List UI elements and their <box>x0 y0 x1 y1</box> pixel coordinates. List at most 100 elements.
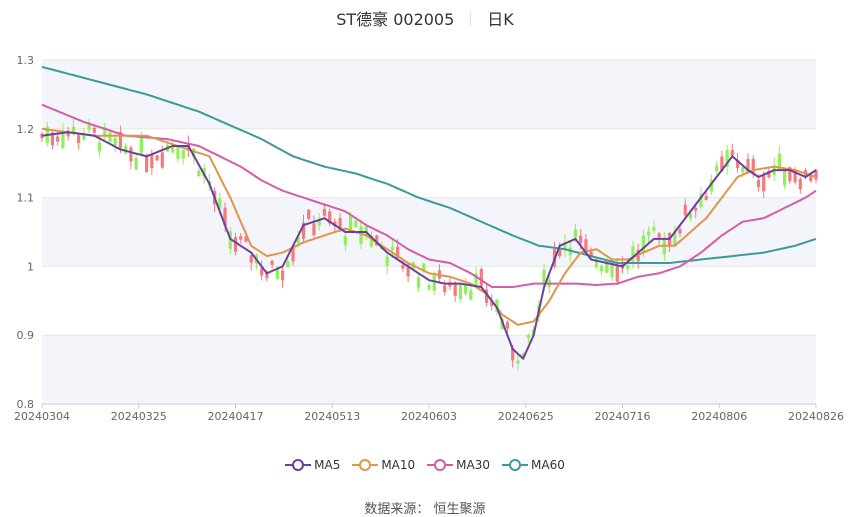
candle <box>516 360 520 364</box>
candle <box>197 170 201 177</box>
candle <box>275 268 279 280</box>
legend: MA5 MA10 MA30 MA60 <box>0 458 850 472</box>
candle <box>228 231 232 249</box>
candle <box>542 269 546 286</box>
candle <box>322 208 327 216</box>
candle <box>155 155 159 161</box>
legend-ma5[interactable]: MA5 <box>285 458 340 472</box>
candle <box>704 196 708 201</box>
x-tick-label: 20240603 <box>401 410 457 423</box>
candle <box>118 131 123 148</box>
candle <box>82 135 86 140</box>
candle <box>296 236 300 244</box>
candle <box>688 213 693 218</box>
candle <box>171 145 175 153</box>
candle <box>647 231 651 236</box>
candle <box>92 127 96 133</box>
candle <box>139 136 143 153</box>
candle <box>699 194 703 207</box>
candle <box>176 146 180 160</box>
candle <box>432 275 436 291</box>
candle <box>715 165 719 172</box>
candle <box>40 133 44 139</box>
candle <box>584 239 588 253</box>
candle <box>594 259 598 268</box>
legend-marker-icon <box>352 459 379 471</box>
candle <box>605 259 609 273</box>
data-source: 数据来源： 恒生聚源 <box>364 502 486 517</box>
candle <box>202 168 206 177</box>
candle <box>343 236 347 245</box>
candle <box>71 126 75 133</box>
x-tick-label: 20240826 <box>788 410 844 423</box>
candle <box>286 261 290 268</box>
candle <box>443 285 447 293</box>
candle <box>788 167 792 182</box>
candle <box>359 226 363 244</box>
candle <box>66 130 70 137</box>
candle <box>280 270 285 281</box>
candle <box>239 236 243 240</box>
candle <box>103 127 107 137</box>
candle <box>641 235 646 252</box>
legend-marker-icon <box>427 459 454 471</box>
candle <box>338 218 342 229</box>
candle <box>291 245 295 262</box>
candle <box>657 233 661 238</box>
candle <box>233 237 238 252</box>
candle <box>610 265 614 277</box>
candle <box>396 246 400 259</box>
candle <box>134 157 138 170</box>
legend-ma30[interactable]: MA30 <box>427 458 490 472</box>
legend-ma10[interactable]: MA10 <box>352 458 415 472</box>
candle <box>453 282 457 296</box>
y-tick-label: 1.1 <box>17 192 35 205</box>
candle <box>526 335 530 339</box>
x-tick-label: 20240513 <box>304 410 360 423</box>
candle <box>385 256 389 266</box>
chart-title: ST德豪 002005 日K <box>0 6 850 30</box>
candle <box>793 171 797 183</box>
candle <box>307 209 311 219</box>
candle <box>401 265 405 269</box>
candle <box>427 285 431 290</box>
period-label[interactable]: 日K <box>487 10 514 29</box>
x-tick-label: 20240304 <box>14 410 70 423</box>
candle <box>767 170 771 178</box>
title-separator <box>470 12 472 26</box>
candle <box>124 145 128 154</box>
candle <box>573 229 578 238</box>
candle <box>312 223 316 236</box>
candle <box>97 142 102 152</box>
candle <box>422 263 426 272</box>
candle <box>511 348 515 361</box>
candle <box>223 207 227 226</box>
candle <box>354 220 358 228</box>
candle <box>474 273 478 287</box>
plot-band <box>42 60 816 129</box>
candle <box>673 231 677 247</box>
candle <box>348 215 353 232</box>
legend-marker-icon <box>285 459 312 471</box>
legend-label: MA60 <box>531 458 565 472</box>
candle <box>783 170 787 186</box>
candle <box>328 211 332 224</box>
candle <box>301 222 306 239</box>
candle <box>50 132 55 146</box>
kline-chart[interactable]: 0.8 0.9 1 1.1 1.2 1.3 20240304 20240325 20240417… <box>0 0 850 450</box>
candle <box>108 132 112 142</box>
x-tick-label: 20240325 <box>111 410 167 423</box>
legend-label: MA10 <box>381 458 416 472</box>
candle <box>369 235 374 247</box>
candle <box>113 138 117 146</box>
candle <box>144 155 149 173</box>
candle <box>56 136 60 142</box>
y-tick-label: 1.2 <box>17 123 35 136</box>
candle <box>390 246 395 250</box>
candle <box>479 269 483 286</box>
candle <box>730 149 734 156</box>
y-tick-label: 1.3 <box>17 54 35 67</box>
legend-ma60[interactable]: MA60 <box>502 458 565 472</box>
candle <box>260 268 264 276</box>
candle <box>484 289 489 303</box>
